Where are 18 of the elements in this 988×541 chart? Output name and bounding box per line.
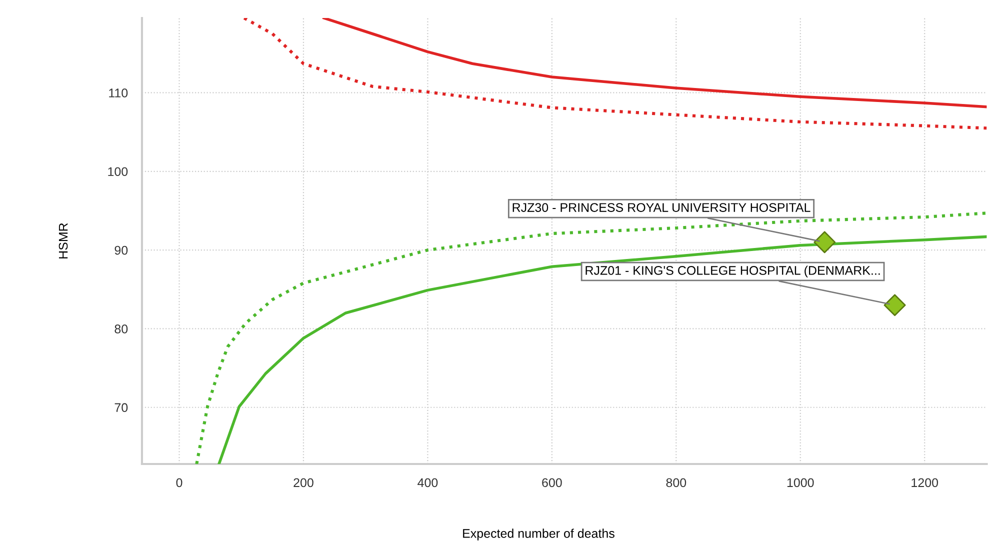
line-series (242, 18, 987, 130)
x-tick-label: 1200 (912, 478, 938, 488)
y-tick-label: 110 (109, 88, 128, 98)
y-tick-label: 100 (108, 167, 128, 176)
x-tick-label: 800 (666, 478, 686, 488)
y-tick-label: 70 (114, 403, 128, 412)
line-series (322, 18, 987, 108)
x-tick-label: 200 (294, 478, 314, 488)
x-tick-label: 400 (418, 478, 438, 488)
x-tick-label: 1000 (787, 478, 814, 488)
y-tick-label: 90 (114, 246, 128, 255)
x-tick-label: 600 (542, 478, 562, 488)
x-tick-label: 0 (176, 478, 182, 488)
x-axis-title: Expected number of deaths (463, 528, 614, 540)
y-tick-label: 80 (114, 324, 128, 334)
annotation: RJZ30 - PRINCESS ROYAL UNIVERSITY HOSPITAL (512, 203, 810, 212)
y-axis-title: HSMR (58, 223, 68, 258)
annotation: RJZ01 - KING'S COLLEGE HOSPITAL (DENMARK... (586, 266, 880, 278)
